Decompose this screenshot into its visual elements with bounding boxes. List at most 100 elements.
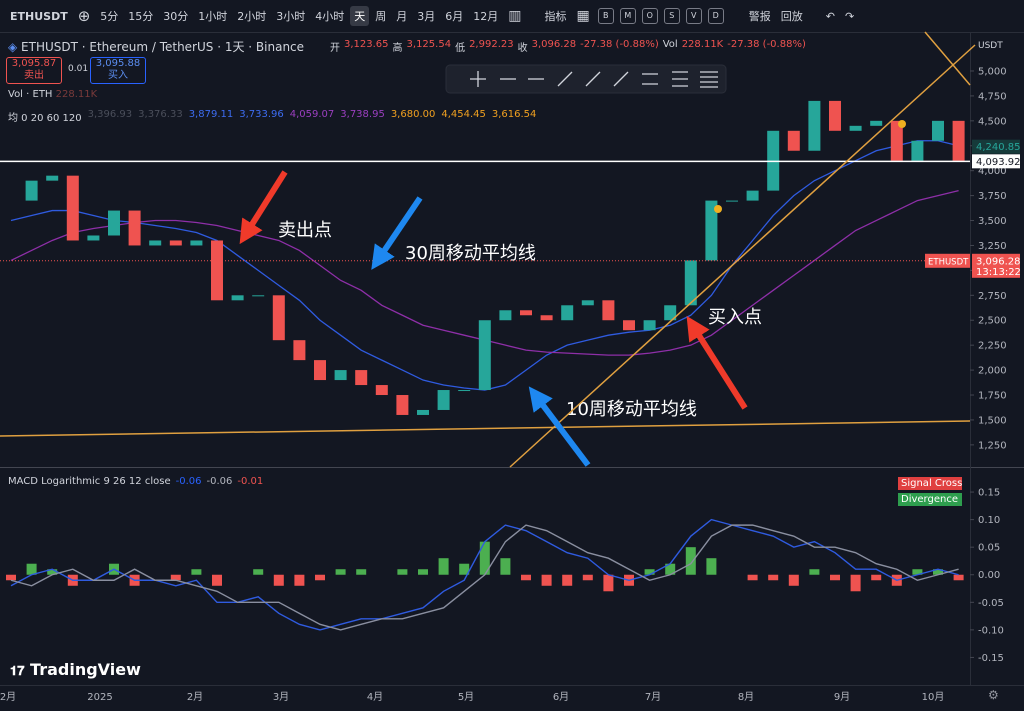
candle (149, 240, 162, 246)
interval[interactable]: 1小时 (198, 10, 228, 23)
candle (478, 320, 491, 391)
y-tick-label: 2,000 (978, 366, 1007, 377)
ma-readout: 3,376.33 (138, 109, 183, 120)
histogram-bar (479, 541, 490, 575)
ma-tag-label: 4,240.85 (976, 142, 1021, 153)
interval[interactable]: 3月 (417, 10, 436, 23)
interval[interactable]: 天 (350, 6, 370, 26)
drawing-toolbar[interactable] (445, 64, 727, 94)
redo[interactable]: ↷ (844, 9, 855, 23)
arrow (528, 386, 591, 467)
y-tick-label: 1,500 (978, 415, 1007, 426)
add-button[interactable]: ⊕ (77, 7, 91, 25)
candle (746, 190, 759, 201)
histogram-bar (582, 574, 593, 581)
histogram-bar (273, 574, 284, 586)
histogram-bar (315, 574, 325, 581)
event-dot (898, 120, 906, 128)
candle (499, 310, 512, 321)
histogram-bar (212, 574, 222, 586)
layout-button[interactable]: ▦ (576, 8, 590, 24)
y-tick-label: 4,000 (978, 166, 1007, 177)
indicators[interactable]: 指标 (544, 10, 567, 23)
letter-button[interactable]: M (619, 8, 636, 24)
y-tick-label: 3,750 (978, 191, 1007, 202)
arrow (239, 170, 288, 245)
histogram-bar (871, 574, 882, 581)
interval[interactable]: 6月 (445, 10, 464, 23)
candle (561, 305, 574, 321)
candle (231, 295, 244, 301)
settings[interactable]: ⚙ (988, 688, 999, 702)
ma-readout: 3,879.11 (188, 109, 234, 120)
symbol-line: ◈ ETHUSDT · Ethereum / TetherUS · 1天 · B… (8, 40, 305, 54)
annotation: 30周移动平均线 (405, 243, 536, 264)
x-tick-label: 7月 (645, 691, 661, 703)
ma-readout: 3,616.54 (491, 109, 537, 120)
letter-button[interactable]: O (641, 8, 658, 24)
histogram-bar (747, 574, 758, 581)
candle (334, 370, 347, 381)
candle (355, 370, 368, 386)
histogram-bar (191, 569, 202, 575)
volume-legend: Vol · ETH 228.11K (8, 89, 97, 100)
macd-line (10, 518, 959, 631)
y-tick-label: 0.05 (978, 543, 1000, 554)
histogram-bar (541, 574, 552, 586)
symbol-tag (925, 253, 970, 268)
buy-button[interactable]: 3,095.88 买入 (90, 57, 146, 84)
replay[interactable]: 回放 (780, 10, 803, 23)
x-tick-label: 4月 (367, 691, 383, 703)
price-tag (972, 154, 1020, 169)
y-tick-label: 0.10 (978, 515, 1000, 526)
ma-readout: 3,738.95 (340, 109, 385, 120)
candle (458, 390, 471, 392)
y-tick-label: 4,500 (978, 116, 1007, 127)
interval[interactable]: 3小时 (276, 10, 306, 23)
histogram-bar (850, 574, 861, 592)
macd-button[interactable]: Divergence (898, 493, 962, 506)
alert[interactable]: 警报 (748, 10, 771, 23)
letter-button[interactable]: V (685, 8, 702, 24)
letter-button[interactable]: S (663, 8, 680, 24)
histogram-bar (644, 569, 655, 575)
letter-button[interactable]: B (597, 8, 614, 24)
candle (108, 210, 120, 236)
interval[interactable]: 4小时 (315, 10, 345, 23)
annotation: 10周移动平均线 (566, 399, 697, 420)
histogram-bar (912, 569, 923, 575)
candle (952, 120, 965, 161)
undo[interactable]: ↶ (825, 9, 835, 23)
interval[interactable]: 周 (375, 10, 387, 23)
y-tick-label: 0.00 (978, 570, 1000, 581)
histogram-bar (933, 569, 943, 575)
interval[interactable]: 2小时 (237, 10, 267, 23)
y-tick-label: 1,250 (978, 440, 1007, 451)
x-tick-label: 8月 (738, 691, 754, 703)
candle (417, 409, 429, 415)
annotation: 卖出点 (278, 220, 332, 241)
interval[interactable]: 月 (396, 10, 408, 23)
chart-type[interactable]: ▥ (508, 8, 522, 24)
histogram-bar (788, 574, 799, 586)
candle (726, 200, 738, 202)
macd-button[interactable]: Signal Cross (898, 477, 962, 490)
interval[interactable]: 15分 (128, 10, 154, 23)
trend-line (0, 420, 971, 437)
histogram-bar (47, 569, 58, 575)
candle (128, 210, 141, 246)
candle (396, 395, 409, 415)
interval[interactable]: 30分 (163, 10, 189, 23)
interval[interactable]: 5分 (100, 10, 119, 23)
sell-button[interactable]: 3,095.87 卖出 (6, 57, 62, 84)
candle (437, 390, 450, 410)
histogram-bar (26, 563, 37, 575)
buy-label: 买入 (108, 70, 128, 81)
y-tick-label: 2,250 (978, 341, 1007, 352)
symbol[interactable]: ETHUSDT (10, 9, 68, 23)
letter-button[interactable]: D (707, 8, 724, 24)
y-tick-label: 2,500 (978, 316, 1007, 327)
interval[interactable]: 12月 (473, 10, 499, 23)
histogram-bar (603, 574, 614, 592)
vol-value: 228.11K (681, 39, 724, 50)
